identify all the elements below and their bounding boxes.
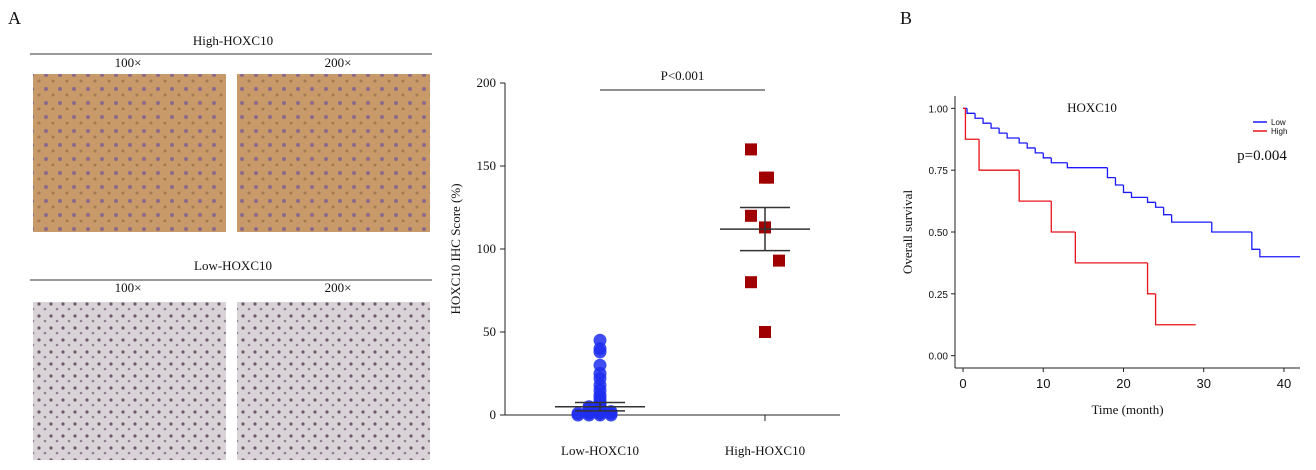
- survival-step: [1146, 197, 1156, 203]
- point: [759, 326, 771, 338]
- survival-step: [982, 118, 992, 124]
- legend-label: Low: [1271, 118, 1286, 127]
- panel-label: A: [8, 8, 21, 28]
- y-tick-label: 0.00: [929, 352, 949, 363]
- survival-step: [1066, 162, 1108, 169]
- point: [745, 143, 757, 156]
- survival-step: [978, 139, 1020, 171]
- y-tick-label: 0.75: [929, 166, 949, 177]
- survival-step: [1122, 185, 1132, 194]
- magnification: 200×: [325, 280, 352, 295]
- survival-step: [1050, 157, 1068, 164]
- magnification: 100×: [115, 55, 142, 70]
- point: [745, 209, 757, 222]
- point: [773, 254, 785, 267]
- y-tick-label: 0.50: [929, 228, 949, 239]
- y-tick-label: 0: [490, 407, 497, 422]
- micrograph: [33, 302, 226, 460]
- point: [593, 345, 607, 359]
- point: [604, 408, 618, 422]
- chart-title: HOXC10: [1067, 100, 1117, 115]
- survival-step: [1074, 232, 1148, 264]
- annotation: P<0.001: [661, 68, 705, 83]
- point: [582, 408, 596, 422]
- micrograph: [237, 302, 430, 460]
- survival-step: [1034, 147, 1044, 154]
- group-label: Low-HOXC10: [194, 258, 272, 273]
- survival-step: [1146, 262, 1156, 295]
- magnification: 200×: [325, 55, 352, 70]
- micrograph: [237, 74, 430, 232]
- survival-step: [1211, 222, 1252, 233]
- x-tick-label: 30: [1196, 376, 1210, 391]
- survival-step: [974, 113, 984, 119]
- y-axis-label: HOXC10 IHC Score (%): [448, 183, 463, 314]
- point: [571, 408, 585, 422]
- survival-step: [1018, 138, 1028, 144]
- y-tick-label: 100: [477, 241, 497, 256]
- survival-step: [964, 108, 980, 140]
- y-axis-label: Overall survival: [900, 190, 915, 275]
- group-label: High-HOXC10: [193, 33, 273, 48]
- survival-step: [966, 108, 976, 114]
- x-tick-label: 20: [1116, 376, 1130, 391]
- y-tick-label: 150: [477, 158, 497, 173]
- y-tick-label: 1.00: [929, 104, 949, 115]
- legend-label: High: [1271, 127, 1287, 136]
- survival-step: [1162, 207, 1172, 216]
- micrograph: [33, 74, 226, 232]
- survival-step: [1130, 192, 1148, 199]
- magnification: 100×: [115, 280, 142, 295]
- survival-step: [1018, 170, 1052, 202]
- point: [593, 408, 607, 422]
- y-tick-label: 200: [477, 75, 497, 90]
- survival-step: [1026, 142, 1036, 149]
- survival-step: [1154, 293, 1196, 326]
- x-tick-label: 10: [1036, 376, 1050, 391]
- survival-step: [1114, 177, 1124, 186]
- survival-step: [1259, 249, 1300, 258]
- x-tick-label: High-HOXC10: [725, 443, 805, 458]
- survival-step: [990, 123, 1000, 129]
- point: [762, 171, 774, 184]
- survival-step: [1251, 232, 1260, 250]
- panel-label: B: [900, 8, 912, 28]
- x-tick-label: 40: [1277, 376, 1291, 391]
- x-axis-label: Time (month): [1091, 402, 1163, 417]
- survival-step: [1006, 133, 1020, 139]
- survival-step: [1042, 152, 1052, 159]
- x-tick-label: Low-HOXC10: [561, 443, 639, 458]
- survival-step: [1170, 214, 1212, 223]
- x-tick-label: 0: [959, 376, 966, 391]
- y-tick-label: 50: [483, 324, 496, 339]
- survival-step: [998, 128, 1008, 134]
- point: [745, 276, 757, 289]
- y-tick-label: 0.25: [929, 290, 949, 301]
- survival-step: [1154, 202, 1164, 208]
- survival-step: [1106, 167, 1116, 179]
- survival-step: [1050, 201, 1076, 233]
- annotation: p=0.004: [1237, 148, 1287, 164]
